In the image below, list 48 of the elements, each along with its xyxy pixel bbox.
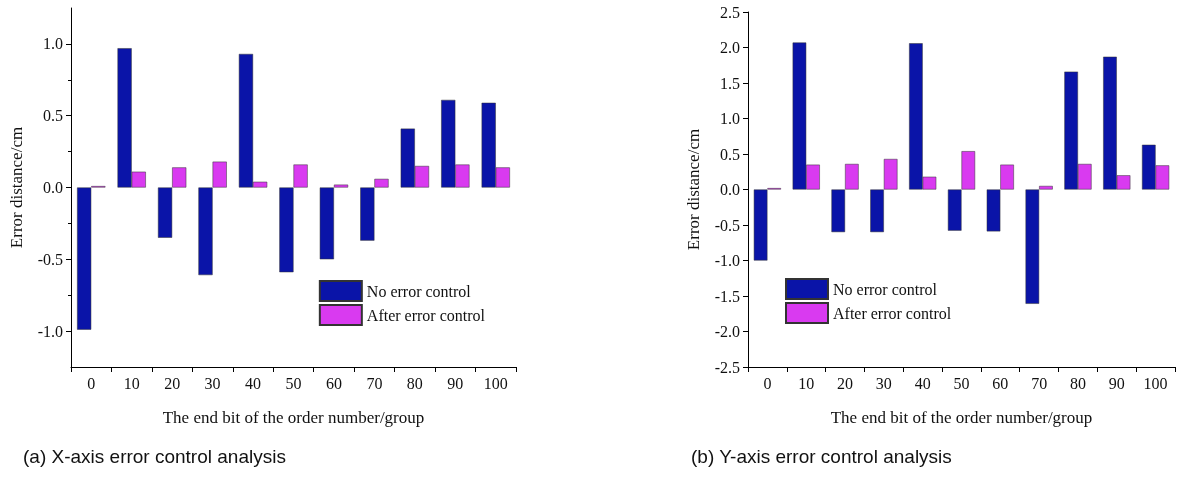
y-tick-label: 1.0 bbox=[720, 110, 740, 127]
x-tick-label: 70 bbox=[1031, 374, 1048, 392]
x-tick-label: 80 bbox=[1069, 374, 1086, 392]
text: (a) X-axis error control analysis bbox=[23, 446, 286, 467]
y-tick-label: -2.5 bbox=[714, 358, 740, 376]
x-tick-label: 80 bbox=[406, 374, 423, 392]
text: (b) Y-axis error control analysis bbox=[691, 446, 952, 467]
x-tick-label: 50 bbox=[285, 374, 302, 392]
x-tick-label: 30 bbox=[875, 374, 892, 392]
x-tick-label: 60 bbox=[325, 374, 342, 392]
y-tick-label: -1.5 bbox=[714, 287, 740, 305]
y-tick-label: -2.0 bbox=[714, 323, 740, 340]
x-tick-label: 0 bbox=[763, 374, 772, 392]
x-tick-label: 70 bbox=[366, 374, 383, 392]
y-axis-title: Error distance/cm bbox=[7, 126, 26, 249]
x-tick-label: 50 bbox=[953, 374, 970, 392]
x-tick-label: 100 bbox=[483, 374, 508, 392]
x-axis-title: The end bit of the order number/group bbox=[830, 408, 1093, 427]
y-tick-label: 0.0 bbox=[720, 181, 740, 198]
x-tick-label: 90 bbox=[447, 374, 464, 392]
y-tick-label: 1.0 bbox=[43, 35, 63, 53]
legend-label: No error control bbox=[366, 282, 472, 300]
legend-label: After error control bbox=[833, 304, 952, 322]
y-tick-label: 0.0 bbox=[43, 179, 63, 196]
y-tick-label: 1.5 bbox=[720, 74, 740, 92]
legend-label: No error control bbox=[833, 280, 938, 298]
x-tick-label: 20 bbox=[164, 374, 181, 392]
x-tick-label: 60 bbox=[992, 374, 1009, 392]
y-tick-label: 0.5 bbox=[720, 145, 740, 163]
y-tick-label: -1.0 bbox=[37, 322, 63, 340]
y-tick-label: -0.5 bbox=[714, 216, 740, 234]
x-tick-label: 20 bbox=[837, 374, 854, 392]
y-tick-label: -0.5 bbox=[37, 250, 63, 268]
x-tick-label: 30 bbox=[204, 374, 221, 392]
y-tick-label: 2.5 bbox=[720, 3, 740, 21]
x-axis-title: The end bit of the order number/group bbox=[162, 408, 425, 427]
y-tick-label: 0.5 bbox=[43, 107, 63, 125]
y-axis-title: Error distance/cm bbox=[684, 128, 703, 251]
x-tick-label: 40 bbox=[914, 374, 931, 392]
x-tick-label: 90 bbox=[1108, 374, 1125, 392]
x-tick-label: 40 bbox=[245, 374, 262, 392]
legend-label: After error control bbox=[366, 306, 486, 324]
x-tick-label: 0 bbox=[87, 374, 96, 392]
x-tick-label: 100 bbox=[1143, 374, 1168, 392]
x-tick-label: 10 bbox=[123, 374, 140, 392]
x-tick-label: 10 bbox=[798, 374, 815, 392]
y-tick-label: -1.0 bbox=[714, 252, 740, 269]
y-tick-label: 2.0 bbox=[720, 39, 740, 56]
